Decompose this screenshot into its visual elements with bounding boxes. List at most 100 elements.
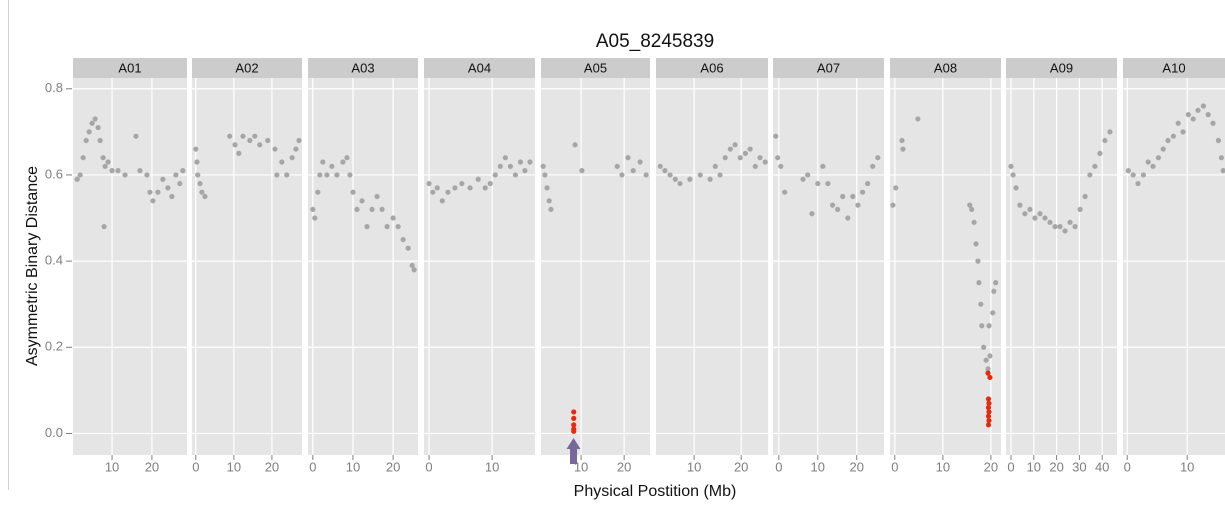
point	[969, 206, 975, 213]
chart-title: A05_8245839	[596, 31, 714, 52]
point	[105, 159, 111, 165]
strip-label: A09	[1050, 60, 1073, 75]
point	[434, 185, 440, 191]
point	[747, 146, 753, 152]
point	[1097, 150, 1103, 156]
point	[1145, 159, 1151, 165]
point	[1170, 133, 1176, 139]
highlight-point	[571, 415, 577, 421]
point	[579, 168, 585, 174]
point	[1200, 103, 1206, 109]
point	[1205, 112, 1211, 118]
strip-label: A02	[235, 60, 258, 75]
y-tick-label: 0.6	[45, 166, 63, 181]
point	[347, 172, 353, 178]
point	[411, 267, 417, 273]
point	[737, 155, 743, 161]
highlight-point	[987, 374, 993, 381]
point	[820, 163, 826, 169]
point	[517, 159, 524, 165]
point	[100, 155, 106, 161]
x-tick-label: 10	[105, 459, 119, 474]
point	[915, 116, 921, 122]
point	[467, 185, 473, 191]
point	[1027, 206, 1033, 213]
point	[712, 163, 718, 169]
point	[662, 168, 668, 174]
point	[527, 159, 533, 165]
point	[973, 241, 979, 247]
strip-label: A10	[1162, 60, 1185, 75]
point	[829, 202, 836, 208]
x-tick-label: 10	[227, 459, 241, 474]
point	[1022, 211, 1028, 217]
panel-background	[1006, 78, 1117, 455]
x-tick-label: 0	[775, 459, 782, 474]
point	[572, 142, 578, 148]
point	[899, 137, 905, 144]
point	[687, 176, 693, 182]
strip-label: A04	[468, 60, 491, 75]
point	[762, 159, 768, 165]
point	[859, 189, 866, 195]
point	[445, 189, 451, 195]
y-tick-label: 0.4	[45, 253, 63, 268]
point	[160, 176, 166, 182]
point	[400, 236, 406, 243]
x-tick-label: 20	[265, 459, 279, 474]
x-tick-label: 20	[850, 459, 864, 474]
point	[546, 198, 552, 204]
point	[390, 215, 396, 221]
point	[835, 206, 841, 213]
point	[296, 137, 302, 144]
x-axis-label: Physical Postition (Mb)	[574, 483, 737, 500]
strip	[656, 58, 768, 78]
x-tick-label: 10	[1027, 459, 1041, 474]
strip	[1123, 58, 1225, 78]
strip-label: A05	[584, 60, 607, 75]
panel-background	[192, 78, 302, 455]
point	[975, 258, 981, 264]
point	[986, 323, 992, 329]
point	[409, 262, 415, 269]
point	[1107, 129, 1113, 135]
x-tick-label: 20	[734, 459, 748, 474]
strip	[890, 58, 1001, 78]
point	[815, 180, 821, 187]
point	[657, 163, 663, 169]
point	[1210, 120, 1216, 126]
point	[1010, 172, 1016, 178]
point	[350, 189, 356, 195]
strip	[773, 58, 884, 78]
point	[1037, 211, 1043, 217]
point	[83, 137, 89, 144]
point	[893, 185, 899, 191]
point	[482, 185, 488, 191]
point	[752, 163, 758, 169]
x-tick-label: 10	[485, 459, 499, 474]
point	[155, 189, 161, 195]
point	[1067, 219, 1073, 225]
point	[279, 159, 285, 165]
point	[900, 146, 906, 152]
point	[1185, 112, 1191, 118]
point	[890, 202, 896, 208]
point	[194, 159, 200, 165]
point	[544, 185, 550, 191]
point	[643, 172, 649, 178]
point	[778, 163, 784, 169]
x-tick-label: 0	[891, 459, 898, 474]
point	[1062, 228, 1068, 234]
point	[983, 357, 989, 363]
point	[317, 172, 323, 178]
point	[1125, 168, 1131, 174]
y-tick-label: 0.8	[45, 80, 63, 95]
panel-background	[541, 78, 650, 455]
point	[320, 159, 326, 165]
point	[805, 172, 811, 178]
strip-label: A01	[118, 60, 141, 75]
point	[195, 172, 201, 178]
point	[197, 180, 203, 187]
point	[492, 172, 498, 178]
point	[717, 172, 723, 178]
